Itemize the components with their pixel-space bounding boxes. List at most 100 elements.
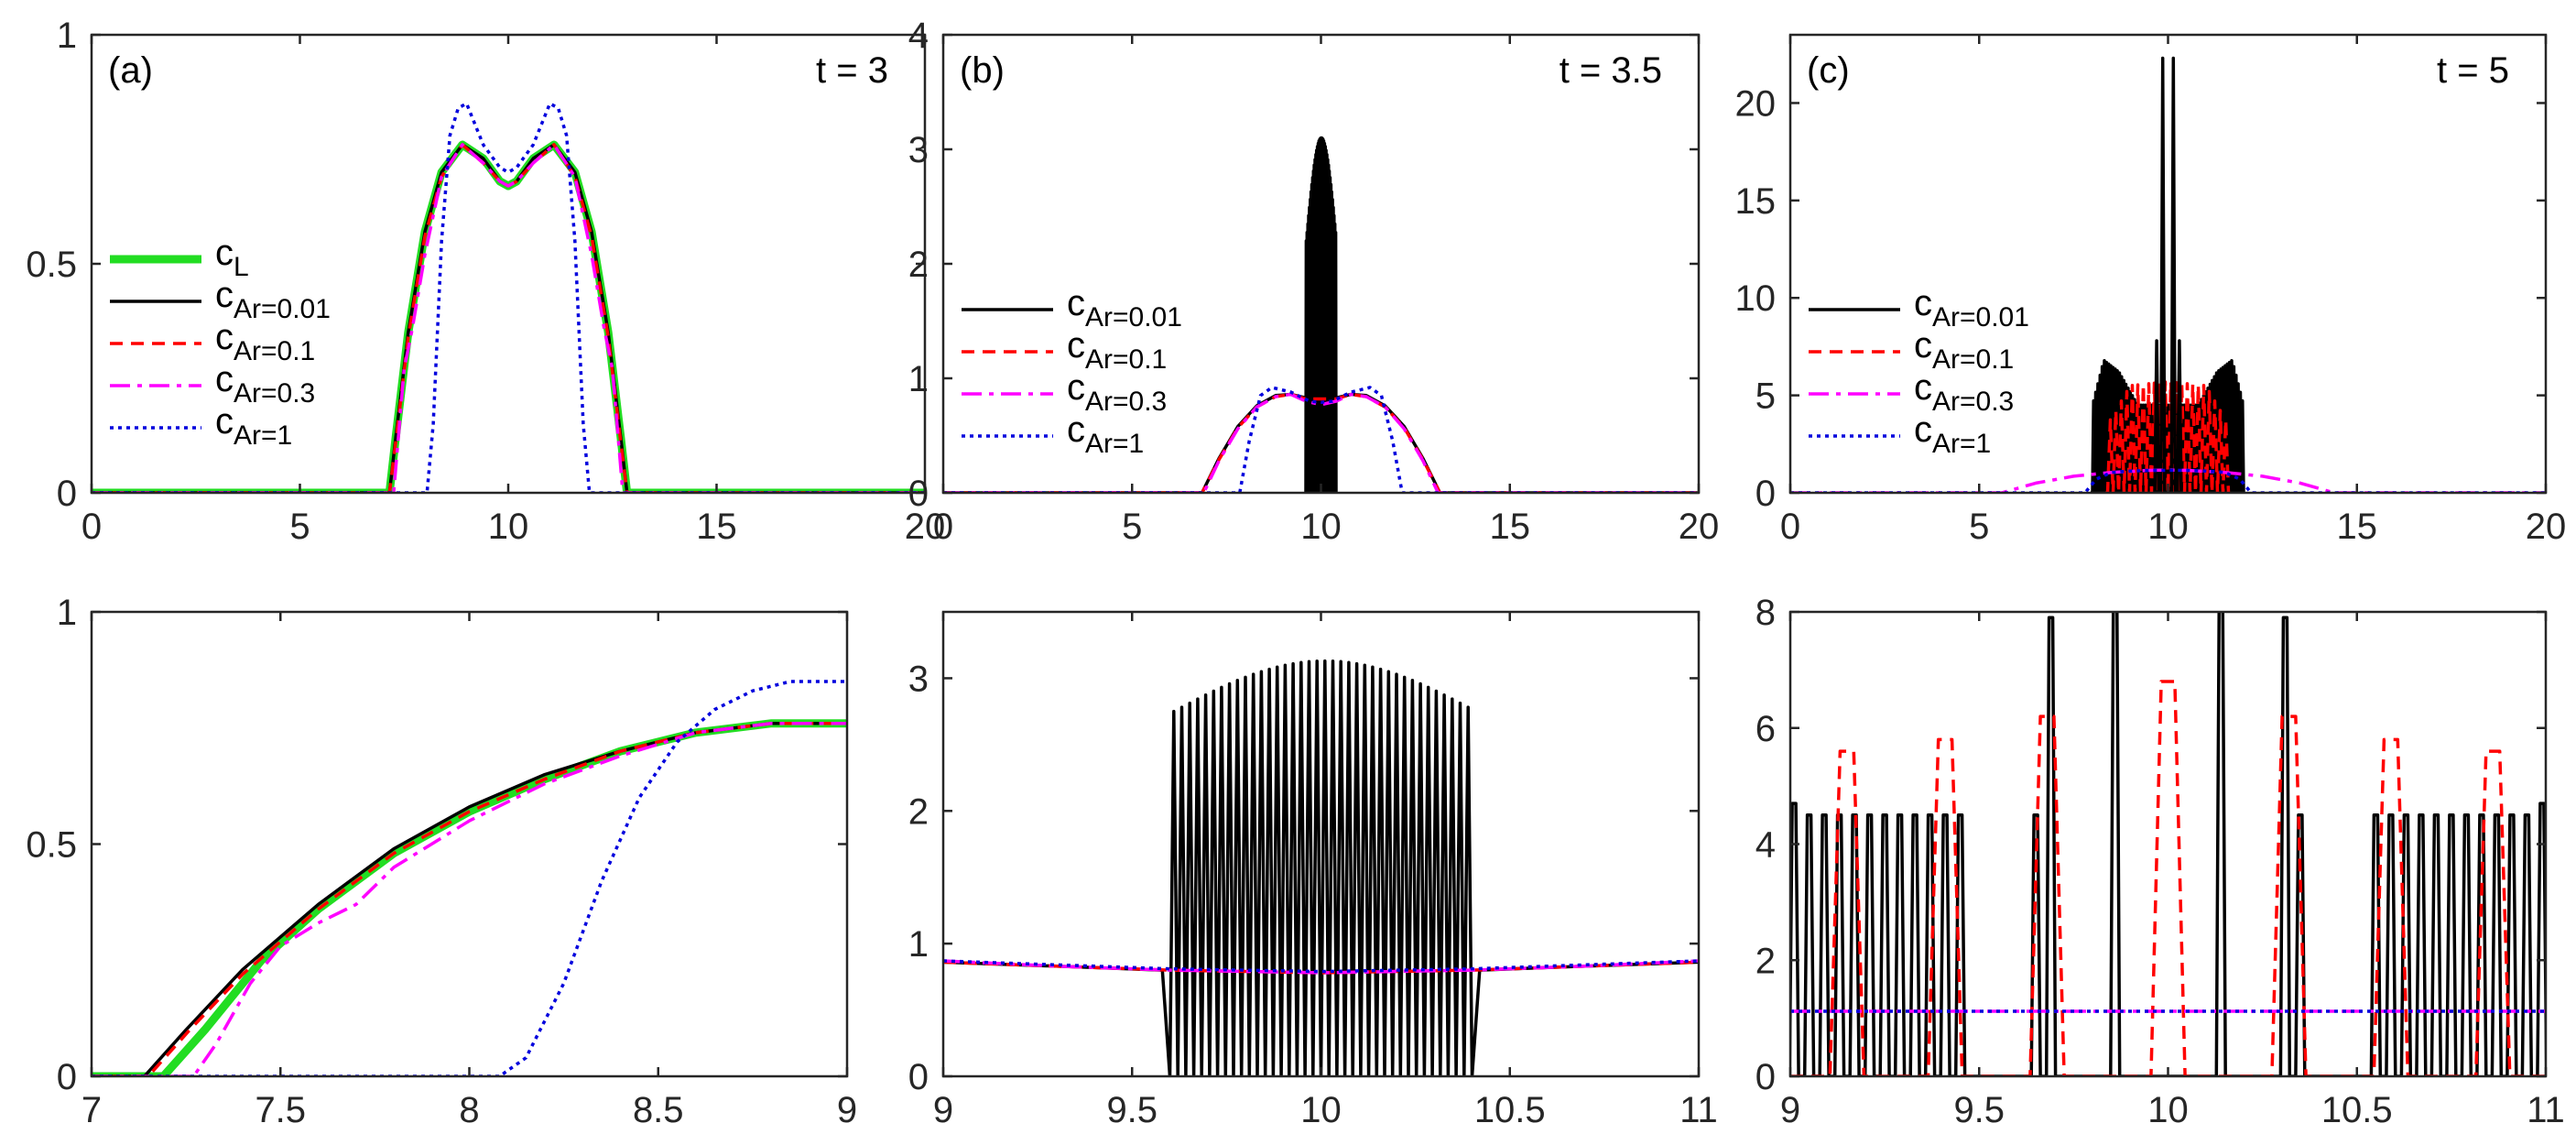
legend-subscript: L (234, 252, 249, 282)
legend-base: c (1067, 367, 1085, 408)
oscillation-ar001 (1304, 136, 1338, 493)
x-tick-label: 9 (837, 1090, 857, 1130)
legend-base: c (1067, 409, 1085, 450)
y-tick-label: 2 (1755, 941, 1776, 981)
y-tick-label: 20 (1735, 83, 1777, 124)
y-tick-label: 10 (1735, 278, 1777, 319)
plot-area-b_bottom (943, 659, 1699, 1076)
x-tick-label: 10 (1300, 1090, 1342, 1130)
legend-label-ar1: cAr=1 (1914, 409, 1991, 459)
legend-subscript: Ar=0.01 (234, 294, 331, 324)
x-tick-label: 10.5 (2321, 1090, 2393, 1130)
legend-base: c (215, 359, 234, 399)
legend-subscript: Ar=0.3 (1085, 387, 1167, 417)
x-tick-label: 15 (696, 507, 737, 547)
oscillation-ar001 (943, 659, 1699, 1076)
series-line-ar1 (92, 102, 925, 493)
legend-subscript: Ar=0.3 (1932, 387, 2014, 417)
y-tick-label: 1 (908, 359, 929, 399)
y-tick-label: 0.5 (26, 825, 77, 866)
x-tick-label: 9 (933, 1090, 953, 1130)
series-line-ar01 (943, 392, 1699, 493)
x-tick-label: 8 (459, 1090, 479, 1130)
legend-label-ar03: cAr=0.3 (1914, 367, 2014, 417)
x-tick-label: 0 (1780, 507, 1800, 547)
x-tick-label: 8.5 (633, 1090, 684, 1130)
x-tick-label: 0 (933, 507, 953, 547)
legend-subscript: Ar=0.1 (1085, 344, 1167, 375)
legend-label-ar001: cAr=0.01 (1914, 283, 2029, 333)
legend-label-ar001: cAr=0.01 (1067, 283, 1182, 333)
legend-base: c (1914, 367, 1932, 408)
legend-subscript: Ar=1 (1085, 429, 1144, 459)
time-label: t = 3 (816, 50, 888, 91)
y-tick-label: 4 (1755, 825, 1776, 866)
series-line-ar03 (943, 392, 1699, 493)
pulses-ar01 (1790, 680, 2546, 1076)
plot-area-b_top (943, 136, 1699, 493)
y-tick-label: 3 (908, 130, 929, 170)
panel-c_bottom: 9 9.5 10 10.5 11 0 2 4 6 8 (1755, 593, 2565, 1130)
x-tick-label: 5 (289, 507, 310, 547)
legend-subscript: Ar=0.1 (234, 336, 315, 366)
y-tick-label: 1 (57, 593, 77, 633)
y-tick-label: 1 (57, 16, 77, 56)
y-tick-label: 2 (908, 245, 929, 285)
legend-subscript: Ar=1 (234, 420, 292, 451)
spike-ar001 (2158, 56, 2167, 493)
legend-base: c (1914, 409, 1932, 450)
legend-label-ar1: cAr=1 (215, 401, 292, 451)
x-tick-label: 10.5 (1474, 1090, 1546, 1130)
legend-base: c (1067, 325, 1085, 365)
x-tick-label: 20 (905, 507, 946, 547)
x-tick-label: 7.5 (255, 1090, 306, 1130)
y-tick-label: 0 (1755, 474, 1776, 514)
x-tick-label: 10 (488, 507, 529, 547)
legend-subscript: Ar=0.1 (1932, 344, 2014, 375)
x-tick-label: 10 (2147, 1090, 2189, 1130)
y-tick-label: 0 (57, 474, 77, 514)
legend-base: c (215, 317, 234, 357)
y-tick-label: 1 (908, 924, 929, 965)
x-tick-label: 10 (1300, 507, 1342, 547)
legend-subscript: Ar=0.3 (234, 378, 315, 409)
legend-label-cL: cL (215, 233, 249, 282)
legend-base: c (1067, 283, 1085, 323)
legend-subscript: Ar=0.01 (1932, 302, 2029, 333)
plot-area-c_bottom (1790, 612, 2546, 1076)
burst-ar01 (2105, 380, 2231, 493)
legend-label-ar01: cAr=0.1 (1914, 325, 2014, 375)
time-label: t = 5 (2437, 50, 2509, 91)
y-tick-label: 3 (908, 659, 929, 699)
panel-label: (a) (108, 50, 153, 91)
x-tick-label: 11 (1679, 1090, 1718, 1130)
y-tick-label: 2 (908, 791, 929, 832)
y-tick-label: 0 (1755, 1057, 1776, 1097)
y-tick-label: 0 (908, 474, 929, 514)
panel-a_bottom: 7 7.5 8 8.5 9 0 0.5 1 (26, 593, 857, 1130)
legend-subscript: Ar=1 (1932, 429, 1991, 459)
series-line-ar03 (92, 143, 925, 493)
series-line-ar03 (943, 959, 1699, 975)
legend-label-ar001: cAr=0.01 (215, 275, 331, 324)
panel-label: (b) (960, 50, 1005, 91)
legend-label-ar1: cAr=1 (1067, 409, 1144, 459)
series-line-ar1 (92, 680, 847, 1076)
y-tick-label: 0 (908, 1057, 929, 1097)
legend-base: c (215, 275, 234, 315)
legend-base: c (1914, 283, 1932, 323)
y-tick-label: 8 (1755, 593, 1776, 633)
plot-area-a_top (92, 102, 925, 493)
y-tick-label: 15 (1735, 181, 1777, 222)
legend-label-ar01: cAr=0.1 (1067, 325, 1167, 375)
legend-label-ar03: cAr=0.3 (1067, 367, 1167, 417)
x-tick-label: 15 (1490, 507, 1531, 547)
legend-base: c (1914, 325, 1932, 365)
spike-ar001 (2169, 56, 2178, 493)
y-tick-label: 4 (908, 16, 929, 56)
y-tick-label: 0.5 (26, 245, 77, 285)
x-tick-label: 9 (1780, 1090, 1800, 1130)
